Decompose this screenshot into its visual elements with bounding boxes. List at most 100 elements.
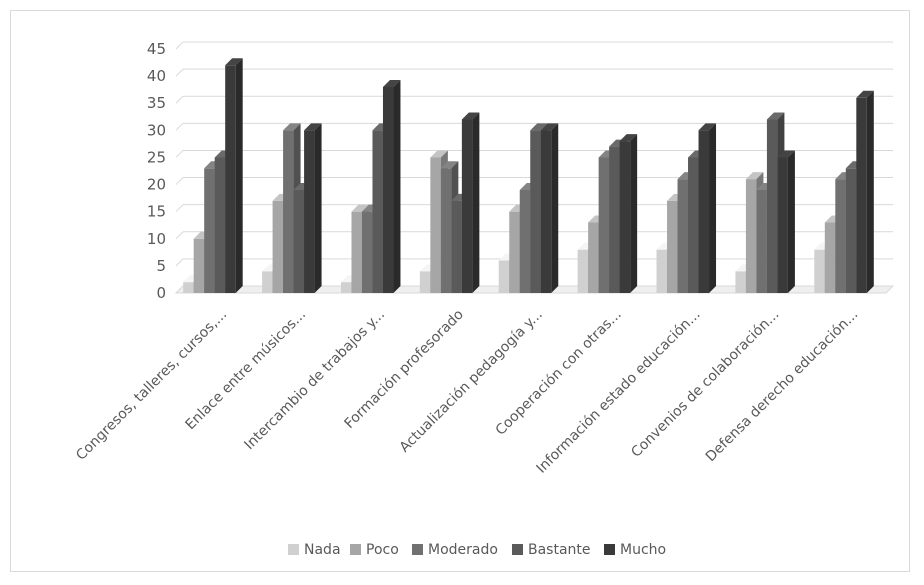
legend-label: Bastante	[528, 542, 591, 558]
legend-label: Mucho	[620, 542, 666, 558]
bar-front	[451, 200, 462, 293]
bar	[856, 90, 874, 293]
legend-item: Poco	[350, 542, 399, 558]
bar-front	[530, 130, 541, 293]
x-category-label: Convenios de colaboración...	[628, 307, 782, 461]
bar-front	[214, 157, 226, 293]
legend-swatch	[512, 544, 523, 555]
gridline-side	[175, 95, 184, 104]
bar-top	[745, 172, 764, 180]
y-tick-label: 40	[147, 67, 166, 85]
bar-front	[351, 211, 362, 293]
bar-front	[845, 168, 857, 293]
bar-top	[461, 112, 480, 120]
bar-side	[630, 134, 638, 293]
bar-front	[619, 141, 631, 293]
legend-item: Nada	[288, 542, 341, 558]
bar	[382, 79, 401, 293]
y-axis-ticks: 0 5 10 15 20 25 30 35 40 45	[147, 40, 166, 302]
bar-front	[461, 119, 473, 293]
gridline-side	[175, 68, 184, 77]
bar-side	[551, 123, 559, 293]
legend-label: Nada	[304, 542, 341, 558]
bar-front	[856, 97, 867, 293]
bar-front	[667, 200, 678, 293]
bar	[540, 123, 559, 293]
bar	[698, 123, 717, 293]
bars	[183, 58, 874, 294]
bar-front	[440, 168, 452, 293]
bar-side	[472, 112, 480, 293]
bar-top	[698, 123, 717, 131]
gridline-side	[175, 258, 184, 267]
bar-front	[688, 157, 699, 293]
gridline-side	[175, 122, 184, 131]
bar-top	[382, 79, 401, 87]
bar-top	[304, 123, 322, 131]
bar-front	[225, 65, 236, 293]
bar-front	[193, 238, 205, 293]
bar-front	[372, 130, 383, 293]
legend-label: Moderado	[428, 542, 498, 558]
bar	[461, 112, 480, 293]
gridline-side	[175, 177, 184, 185]
y-tick-label: 45	[147, 40, 166, 58]
bar	[225, 58, 243, 294]
y-tick-label: 0	[156, 284, 166, 302]
bar-front	[540, 130, 552, 293]
gridline-side	[175, 41, 184, 50]
x-axis-categories: Congresos, talleres, cursos,...Enlace en…	[73, 307, 861, 477]
bar-front	[519, 189, 531, 293]
y-tick-label: 30	[147, 121, 166, 139]
y-tick-label: 25	[147, 148, 166, 166]
bar-front	[498, 260, 510, 293]
bar-side	[866, 90, 874, 293]
bar-front	[598, 157, 610, 293]
legend-item: Bastante	[512, 542, 591, 558]
gridline-side	[175, 150, 184, 158]
bar-front	[814, 249, 825, 293]
bar-front	[677, 179, 689, 293]
bar-front	[272, 200, 284, 293]
x-category-label: Cooperación con otras...	[493, 307, 625, 439]
legend: Nada Poco Moderado Bastante Mucho	[288, 542, 666, 558]
x-category-label: Defensa derecho educación...	[703, 307, 862, 466]
bar-top	[766, 112, 785, 120]
bar-top	[530, 123, 548, 131]
y-tick-label: 10	[147, 230, 166, 248]
bar-side	[235, 58, 243, 294]
bar-top	[540, 123, 559, 131]
legend-item: Mucho	[604, 542, 666, 558]
bar-top	[283, 123, 301, 131]
gridline-side	[175, 204, 184, 213]
bar-top	[777, 150, 795, 158]
y-tick-label: 20	[147, 176, 166, 194]
bar-front	[283, 130, 294, 293]
bar-front	[382, 86, 394, 293]
legend-item: Moderado	[412, 542, 498, 558]
bar-top	[619, 134, 638, 142]
legend-label: Poco	[366, 542, 399, 558]
bar-side	[709, 123, 717, 293]
bar-top	[430, 150, 448, 158]
bar-front	[824, 222, 836, 293]
bar-front	[656, 249, 668, 293]
bar-front	[340, 282, 352, 293]
bar-front	[304, 130, 315, 293]
legend-swatch	[604, 544, 615, 555]
bar	[619, 134, 638, 293]
bar-front	[361, 211, 373, 293]
bar-front	[509, 211, 520, 293]
bar-front	[735, 271, 746, 293]
y-tick-label: 35	[147, 94, 166, 112]
x-category-label: Actualización pedagogía y...	[397, 307, 546, 456]
legend-swatch	[412, 544, 423, 555]
x-category-label: Congresos, talleres, cursos,...	[73, 307, 230, 464]
bar-side	[314, 123, 322, 293]
bar-front	[835, 179, 846, 293]
bar-front	[756, 189, 767, 293]
bar-top	[351, 204, 369, 212]
bar-front	[183, 282, 194, 293]
x-category-label: Información estado educación...	[533, 307, 703, 477]
legend-swatch	[288, 544, 299, 555]
